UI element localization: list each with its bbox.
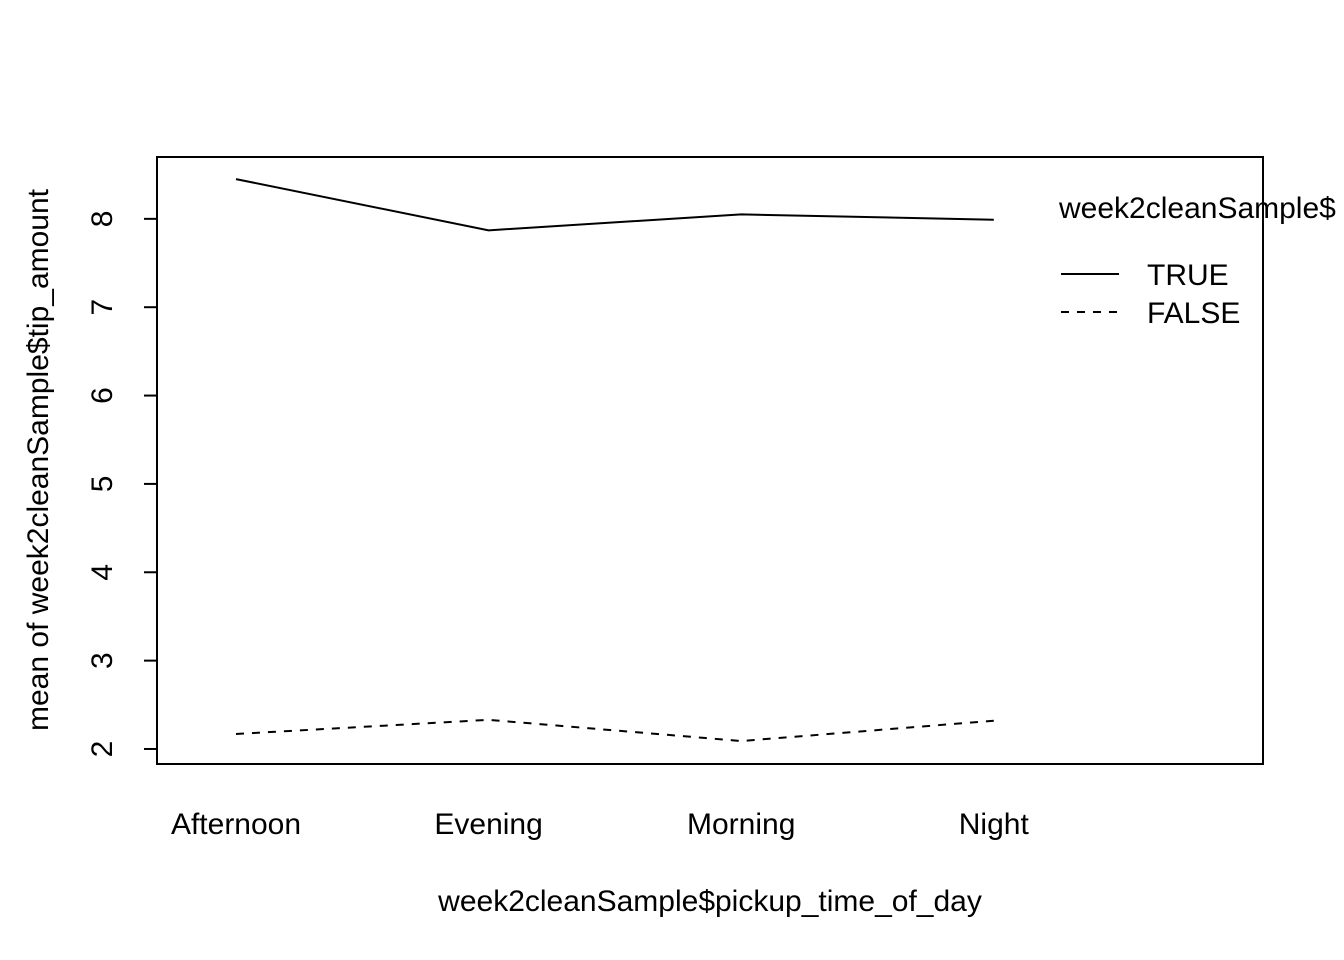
y-tick-label: 2 bbox=[86, 741, 119, 758]
y-tick-label: 5 bbox=[86, 476, 119, 493]
x-axis-title: week2cleanSample$pickup_time_of_day bbox=[437, 885, 982, 918]
x-axis: Afternoon Evening Morning Night bbox=[171, 808, 1030, 841]
legend-label-false: FALSE bbox=[1147, 297, 1240, 330]
legend: week2cleanSample$ TRUE FALSE bbox=[1058, 192, 1336, 330]
plot-frame bbox=[156, 156, 1264, 765]
y-tick-label: 8 bbox=[86, 211, 119, 228]
y-tick-label: 7 bbox=[86, 299, 119, 316]
x-tick-label: Night bbox=[959, 808, 1030, 841]
x-tick-label: Afternoon bbox=[171, 808, 301, 841]
series-line-true bbox=[235, 178, 994, 232]
y-tick-label: 6 bbox=[86, 387, 119, 404]
legend-label-true: TRUE bbox=[1147, 259, 1229, 292]
series-lines bbox=[235, 178, 994, 743]
legend-title: week2cleanSample$ bbox=[1058, 192, 1336, 225]
x-tick-label: Evening bbox=[434, 808, 542, 841]
x-tick-label: Morning bbox=[687, 808, 795, 841]
y-axis: 2 3 4 5 6 7 8 bbox=[86, 211, 158, 758]
y-tick-label: 4 bbox=[86, 564, 119, 581]
y-axis-title: mean of week2cleanSample$tip_amount bbox=[22, 188, 55, 731]
y-tick-label: 3 bbox=[86, 652, 119, 669]
series-line-false bbox=[235, 718, 994, 743]
